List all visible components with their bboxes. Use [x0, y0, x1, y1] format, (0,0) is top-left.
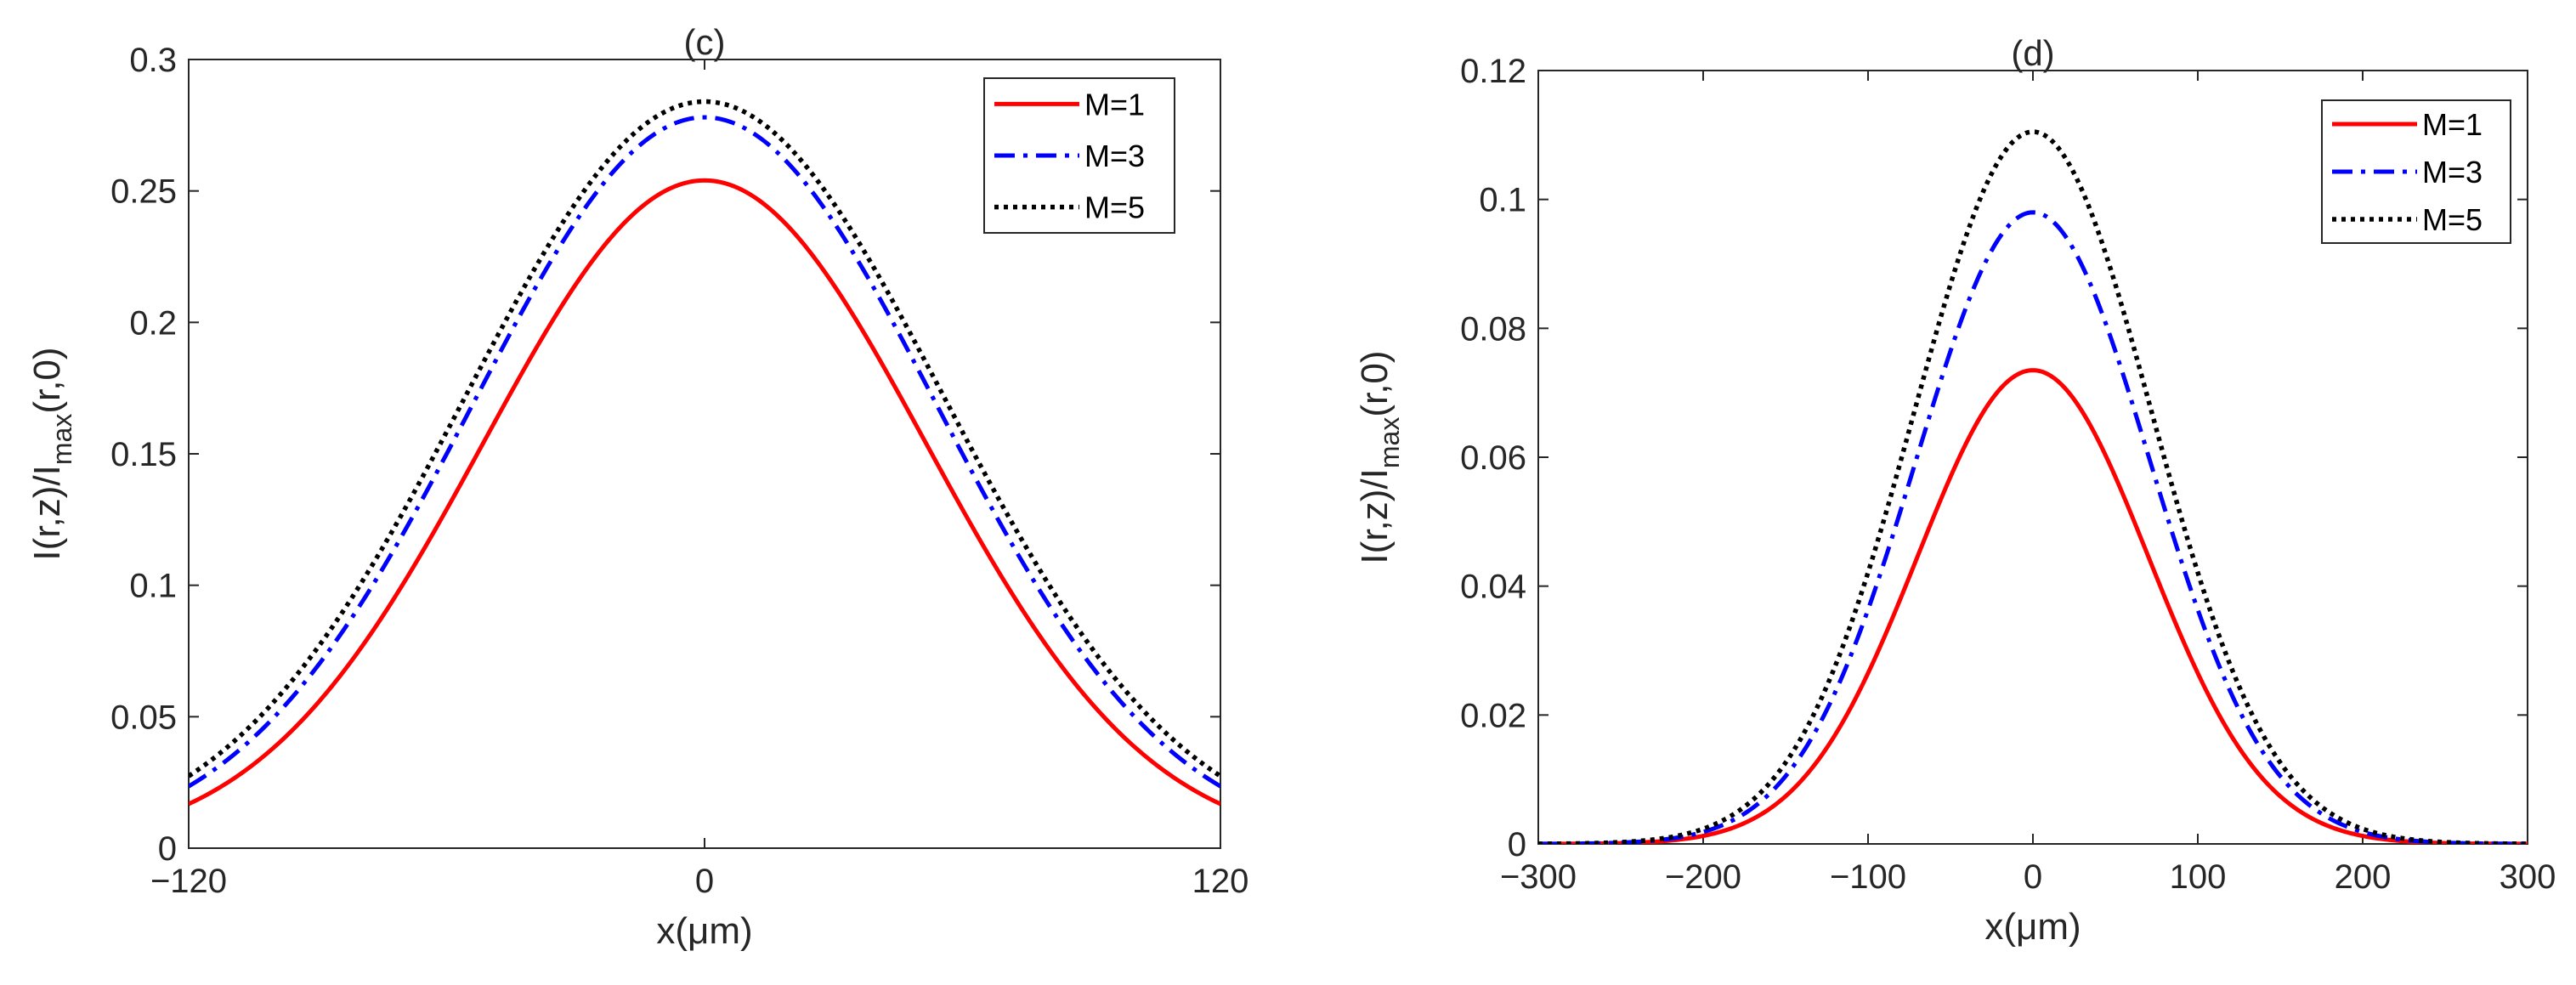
y-axis-label-main: I(r,z)/I	[26, 465, 68, 560]
x-tick-label: 0	[695, 863, 714, 900]
y-tick-label: 0.25	[110, 173, 177, 211]
legend-label: M=3	[2422, 155, 2483, 190]
legend-label: M=3	[1084, 139, 1145, 173]
y-axis-label-sub: max	[1374, 417, 1405, 468]
x-tick-label: −100	[1830, 858, 1906, 896]
y-axis-label-sub: max	[47, 414, 77, 465]
series-line-m-1	[189, 178, 1220, 807]
y-tick-label: 0.08	[1460, 310, 1526, 348]
legend: M=1 M=3 M=5	[2321, 99, 2511, 244]
y-tick-label: 0	[158, 830, 177, 868]
x-tick-label: 120	[1192, 863, 1249, 900]
x-tick-label: −200	[1665, 858, 1741, 896]
y-tick-label: 0.2	[129, 304, 177, 342]
legend-label: M=5	[1084, 190, 1145, 225]
y-axis-label-tail: (r,0)	[1354, 350, 1396, 416]
y-tick-label: 0.1	[129, 568, 177, 605]
y-tick-label: 0.1	[1479, 182, 1526, 219]
y-axis-label: I(r,z)/Imax(r,0)	[1354, 350, 1405, 563]
chart-title: (c)	[684, 22, 726, 62]
y-axis-label-main: I(r,z)/I	[1354, 468, 1396, 563]
x-tick-label: 300	[2500, 858, 2556, 896]
x-tick-label: 0	[2024, 858, 2042, 896]
series-line-m-1	[1538, 368, 2528, 844]
chart-panel-d: −300 −200 −100 0 100 200 300 0 0.02 0.04 0.06 0.08 0…	[1354, 33, 2556, 948]
y-axis-label: I(r,z)/Imax(r,0)	[26, 347, 77, 560]
chart-title: (d)	[2011, 33, 2054, 73]
legend-label: M=1	[2422, 107, 2483, 142]
y-tick-label: 0.15	[110, 436, 177, 473]
y-tick-label: 0.05	[110, 699, 177, 736]
y-tick-label: 0.06	[1460, 439, 1526, 477]
series-line-m-3	[189, 115, 1220, 789]
series-line-m-3	[1538, 210, 2528, 844]
legend: M=1 M=3 M=5	[983, 77, 1175, 234]
y-tick-label: 0	[1508, 826, 1526, 863]
y-tick-label: 0.04	[1460, 569, 1526, 606]
x-axis-label: x(μm)	[656, 910, 752, 952]
x-tick-label: 200	[2335, 858, 2392, 896]
legend-label: M=5	[2422, 202, 2483, 237]
y-tick-label: 0.12	[1460, 53, 1526, 90]
x-axis-label: x(μm)	[1984, 906, 2081, 948]
y-axis-label-tail: (r,0)	[26, 347, 68, 413]
y-tick-label: 0.3	[129, 42, 177, 79]
x-tick-label: −120	[150, 863, 227, 900]
y-tick-label: 0.02	[1460, 697, 1526, 734]
x-tick-label: −300	[1500, 858, 1577, 896]
x-tick-label: 100	[2170, 858, 2227, 896]
legend-label: M=1	[1084, 87, 1145, 122]
